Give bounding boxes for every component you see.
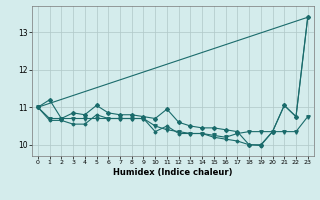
X-axis label: Humidex (Indice chaleur): Humidex (Indice chaleur) [113, 168, 233, 177]
